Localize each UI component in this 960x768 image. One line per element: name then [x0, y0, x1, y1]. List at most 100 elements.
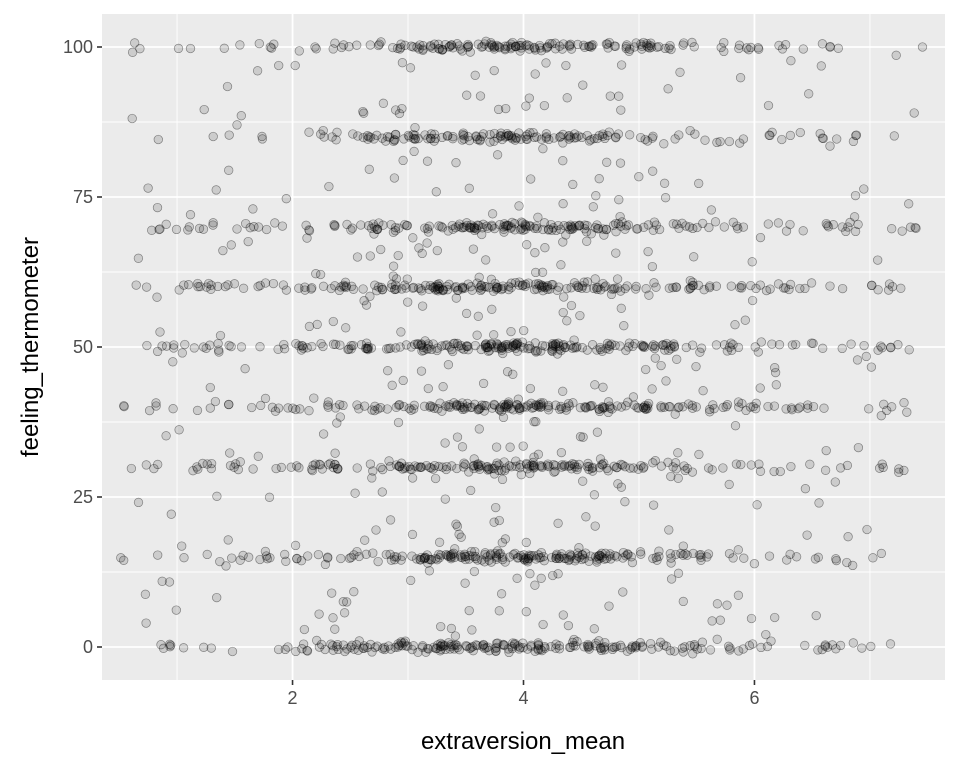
data-point — [627, 642, 637, 653]
data-point — [719, 222, 729, 232]
data-point — [565, 340, 576, 350]
data-point — [616, 60, 627, 70]
data-point — [213, 345, 224, 355]
data-point — [433, 640, 443, 650]
data-point — [490, 278, 500, 289]
data-point — [640, 342, 650, 352]
data-point — [572, 462, 582, 472]
data-point — [185, 43, 196, 54]
data-point — [590, 552, 601, 562]
data-point — [573, 551, 583, 561]
data-point — [344, 344, 354, 354]
data-point — [498, 639, 508, 650]
data-point — [555, 131, 566, 142]
data-point — [537, 281, 547, 291]
data-point — [461, 308, 472, 319]
data-point — [638, 403, 649, 413]
data-point — [144, 405, 155, 416]
data-point — [436, 644, 446, 654]
data-point — [235, 457, 245, 467]
data-point — [515, 642, 525, 653]
data-point — [639, 462, 649, 472]
data-point — [850, 226, 861, 237]
data-point — [581, 512, 591, 522]
data-point — [460, 554, 471, 565]
data-point — [873, 285, 883, 295]
data-point — [422, 224, 433, 234]
data-point — [452, 642, 462, 653]
data-point — [539, 282, 550, 292]
data-point — [604, 127, 614, 137]
data-point — [236, 342, 247, 352]
data-point — [423, 339, 433, 349]
data-point — [615, 211, 625, 222]
data-point — [808, 338, 818, 349]
data-point — [408, 133, 419, 144]
data-point — [455, 552, 466, 562]
data-point — [244, 552, 254, 562]
data-point — [549, 340, 559, 350]
data-point — [450, 282, 460, 293]
data-point — [597, 402, 608, 412]
data-point — [703, 549, 714, 559]
data-point — [660, 193, 671, 203]
data-point — [625, 644, 636, 654]
data-point — [536, 280, 546, 290]
data-point — [555, 132, 565, 142]
data-point — [480, 281, 490, 292]
data-point — [722, 346, 732, 356]
data-point — [781, 226, 792, 236]
data-point — [632, 224, 642, 234]
data-point — [489, 400, 500, 410]
data-point — [508, 405, 519, 415]
data-point — [477, 400, 487, 410]
data-point — [621, 401, 631, 411]
data-point — [530, 338, 540, 348]
data-point — [582, 130, 592, 141]
data-point — [910, 222, 920, 233]
data-point — [497, 342, 508, 353]
data-point — [439, 641, 449, 651]
data-point — [426, 463, 436, 473]
data-point — [879, 399, 889, 409]
data-point — [232, 224, 242, 234]
data-point — [503, 399, 513, 410]
data-point — [363, 343, 373, 354]
data-point — [229, 279, 240, 289]
data-point — [719, 37, 729, 48]
data-point — [213, 281, 223, 292]
data-point — [414, 243, 424, 253]
data-point — [496, 465, 507, 476]
data-point — [520, 555, 530, 565]
data-point — [618, 553, 628, 563]
data-point — [336, 42, 347, 53]
data-point — [496, 284, 507, 295]
data-point — [804, 89, 814, 99]
data-point — [671, 282, 682, 292]
data-point — [589, 490, 600, 500]
data-point — [643, 220, 653, 230]
data-point — [464, 605, 474, 616]
data-point — [606, 289, 617, 300]
data-point — [518, 638, 528, 648]
data-point — [352, 400, 362, 410]
data-point — [753, 347, 763, 357]
data-point — [255, 554, 265, 565]
data-point — [365, 132, 376, 142]
data-point — [543, 400, 554, 411]
data-point — [446, 639, 456, 650]
data-point — [472, 459, 483, 470]
data-point — [732, 221, 742, 231]
data-point — [664, 43, 674, 53]
data-point — [434, 553, 445, 563]
data-point — [560, 460, 570, 470]
data-point — [347, 223, 358, 233]
data-point — [554, 341, 564, 351]
data-point — [656, 402, 666, 413]
data-point — [394, 462, 405, 472]
data-point — [546, 219, 556, 230]
data-point — [827, 640, 838, 650]
data-point — [374, 218, 384, 228]
data-point — [587, 340, 598, 350]
data-point — [385, 549, 395, 559]
